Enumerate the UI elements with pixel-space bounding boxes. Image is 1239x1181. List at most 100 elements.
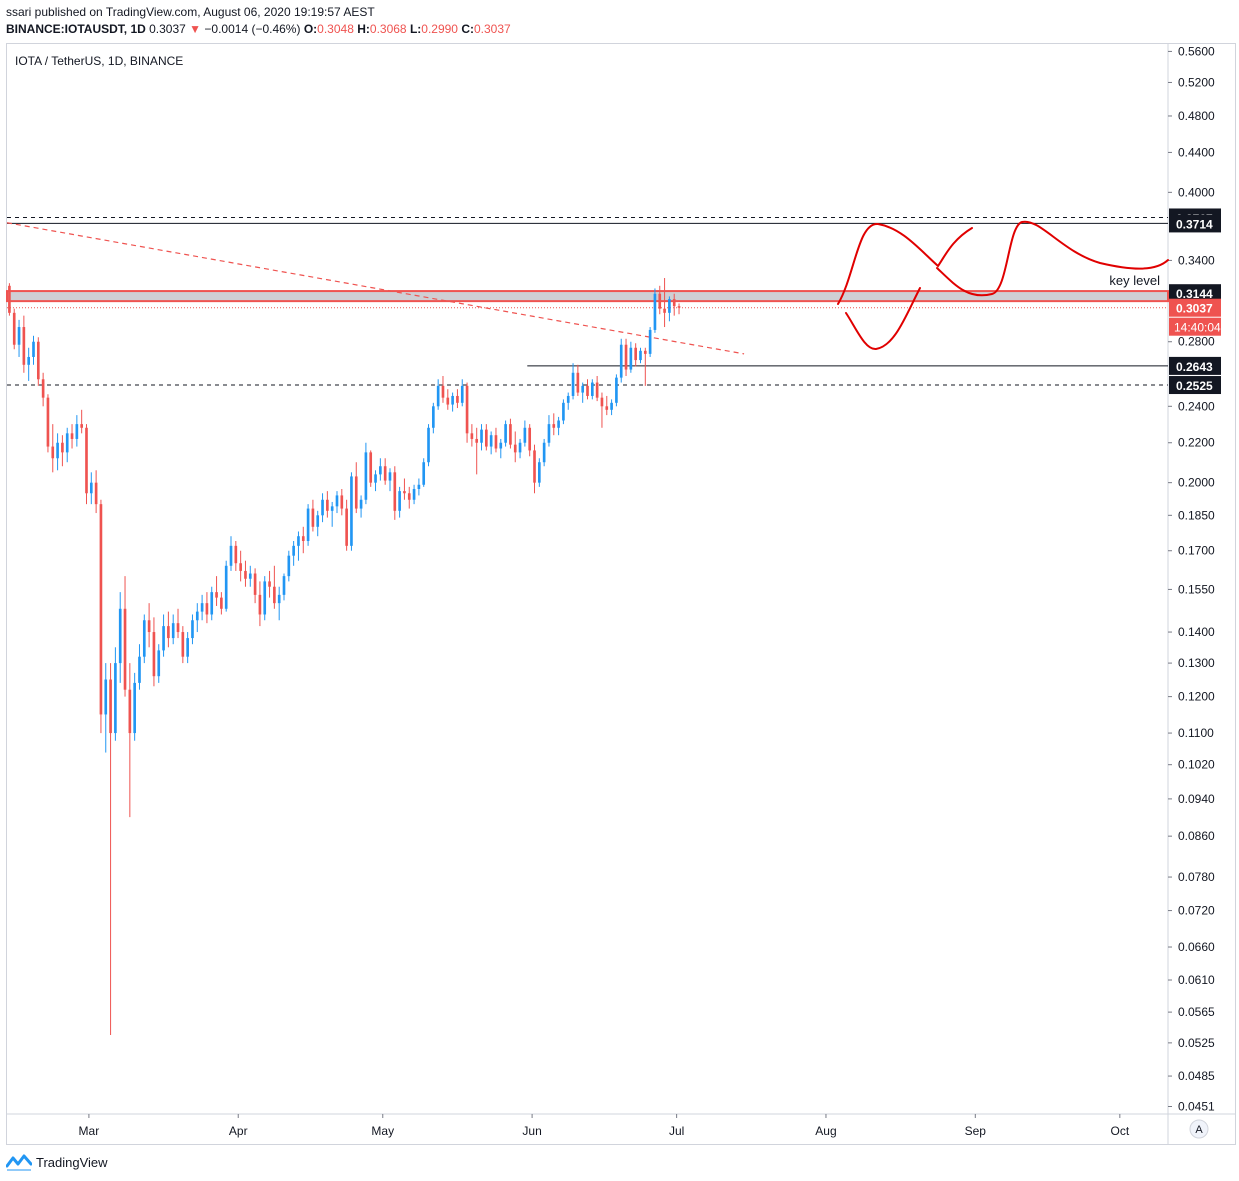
candle-body — [379, 466, 382, 475]
candle-body — [345, 508, 348, 546]
y-tick-label: 0.1400 — [1178, 625, 1215, 639]
tradingview-brand: TradingView — [36, 1154, 108, 1170]
key-level-zone — [6, 290, 1169, 303]
candle-body — [316, 515, 320, 527]
candle-body — [427, 427, 430, 463]
low-value: 0.2990 — [421, 22, 458, 36]
candle-body — [562, 402, 565, 421]
candle-body — [80, 424, 83, 428]
high-label: H: — [357, 22, 370, 36]
candle-body — [297, 536, 300, 546]
candle-body — [229, 545, 233, 566]
candle-body — [499, 442, 503, 449]
price-change: −0.0014 (−0.46%) — [204, 22, 301, 36]
candle-body — [263, 581, 267, 615]
candle-body — [220, 597, 223, 609]
candle-body — [639, 350, 642, 361]
y-tick-label: 0.0940 — [1178, 792, 1215, 806]
candle-body — [176, 623, 180, 633]
candle-body — [576, 372, 580, 393]
candle-body — [547, 424, 551, 443]
candle-body — [422, 462, 426, 485]
candle-body — [162, 626, 165, 651]
candle-body — [253, 573, 257, 595]
symbol-label[interactable]: BINANCE:IOTAUSDT, 1D — [6, 22, 146, 36]
candle-body — [61, 442, 64, 453]
candle-body — [446, 397, 450, 405]
x-tick-label: Jun — [522, 1124, 541, 1138]
candle-body — [509, 424, 512, 445]
candle-body — [282, 576, 286, 595]
candle-body — [94, 482, 98, 505]
y-tick-label: 0.2400 — [1178, 399, 1215, 413]
candle-body — [663, 308, 666, 313]
candle-body — [142, 620, 146, 657]
candle-body — [571, 372, 575, 396]
candle-body — [104, 679, 108, 715]
candle-body — [138, 656, 141, 683]
candle-body — [239, 563, 242, 571]
candle-body — [369, 452, 373, 483]
candle-body — [123, 608, 127, 690]
x-tick-label: Sep — [965, 1124, 987, 1138]
candle-body — [273, 586, 276, 604]
tradingview-footer[interactable]: TradingView — [6, 1153, 108, 1171]
candle-body — [215, 592, 218, 598]
candle-body — [610, 402, 613, 410]
candle-body — [56, 442, 59, 459]
candle-body — [65, 433, 69, 453]
candle-body — [22, 327, 26, 365]
y-tick-label: 0.1100 — [1178, 726, 1214, 740]
price-label-box — [1169, 298, 1221, 317]
x-tick-label: Mar — [79, 1124, 100, 1138]
candle-body — [615, 377, 618, 403]
candle-body — [417, 484, 421, 489]
candle-body — [85, 427, 88, 494]
candle-body — [383, 466, 387, 481]
y-tick-label: 0.2000 — [1178, 476, 1215, 490]
candle-body — [393, 472, 397, 511]
candle-body — [403, 491, 406, 494]
candle-body — [133, 682, 136, 734]
price-label-box — [1169, 356, 1221, 375]
candle-body — [301, 536, 305, 541]
y-tick-label: 0.1300 — [1178, 656, 1215, 670]
candle-body — [513, 444, 517, 453]
candle-body — [340, 495, 344, 509]
candle-body — [595, 382, 599, 398]
candle-body — [51, 446, 55, 459]
y-tick-label: 0.1020 — [1178, 758, 1215, 772]
candle-body — [451, 395, 454, 405]
candle-body — [311, 508, 315, 527]
candle-body — [258, 594, 262, 615]
chart-frame[interactable] — [6, 43, 1236, 1145]
candle-body — [624, 344, 628, 370]
candle-body — [350, 476, 353, 546]
candle-body — [118, 608, 122, 664]
candle-body — [109, 679, 112, 734]
candle-body — [354, 476, 358, 509]
candle-body — [210, 592, 214, 615]
candle-body — [70, 433, 74, 439]
candle-body — [533, 450, 536, 483]
auto-scale-button[interactable] — [1189, 1119, 1209, 1139]
y-tick-label: 0.0780 — [1178, 870, 1215, 884]
y-tick-label: 0.0485 — [1178, 1069, 1215, 1083]
candle-body — [672, 299, 676, 307]
candle-body — [17, 327, 21, 345]
y-tick-label: 0.2200 — [1178, 436, 1215, 450]
price-label-box — [1169, 376, 1221, 395]
down-arrow-icon: ▼ — [189, 22, 202, 36]
candle-body — [432, 406, 435, 428]
candle-body — [128, 689, 132, 734]
y-tick-label: 0.0610 — [1178, 973, 1215, 987]
y-tick-label: 0.3400 — [1178, 253, 1215, 267]
candle-body — [412, 488, 416, 500]
low-label: L: — [409, 22, 422, 36]
candle-body — [195, 611, 199, 621]
y-tick-label: 0.0525 — [1178, 1036, 1215, 1050]
open-value: 0.3048 — [317, 22, 354, 36]
y-tick-label: 0.0860 — [1178, 829, 1215, 843]
candle-body — [359, 499, 363, 509]
